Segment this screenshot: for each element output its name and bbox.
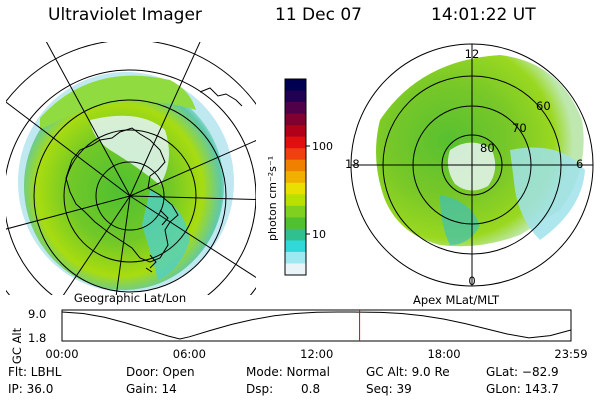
altitude-ylabel: GC Alt: [10, 327, 24, 364]
altitude-ymax: 9.0: [28, 307, 46, 321]
colorbar-band: [285, 205, 306, 218]
mlat-label-70: 70: [512, 121, 527, 135]
colorbar-band: [285, 251, 306, 264]
image-time: 14:01:22 UT: [431, 5, 536, 25]
altitude-x-tick-label: 23:59: [554, 347, 587, 361]
colorbar-band: [285, 125, 306, 138]
mlat-label-80: 80: [480, 141, 495, 155]
geo-graticule: [6, 42, 256, 295]
apex-projection-panel: 12 18 6 0 60 70 80 Apex MLat/MLT: [345, 43, 594, 307]
apex-panel-label: Apex MLat/MLT: [413, 293, 500, 307]
colorbar-band: [285, 263, 306, 276]
mlt-label-18: 18: [345, 157, 360, 171]
ip-status: IP: 36.0: [8, 382, 54, 396]
orbit-altitude-curve: [61, 311, 572, 340]
colorbar-band: [285, 136, 306, 149]
glat-status: GLat: −82.9: [486, 365, 559, 379]
colorbar-gradient: [285, 79, 306, 276]
door-status: Door: Open: [126, 365, 195, 379]
geographic-projection-panel: Geographic Lat/Lon: [6, 42, 256, 305]
altitude-x-tick-label: 00:00: [45, 347, 78, 361]
mlat-label-60: 60: [536, 99, 551, 113]
colorbar-band: [285, 90, 306, 103]
glon-status: GLon: 143.7: [486, 382, 559, 396]
image-date: 11 Dec 07: [275, 5, 362, 25]
dsp-value: 0.8: [301, 382, 321, 396]
dsp-label: Dsp:: [246, 382, 274, 396]
altitude-x-ticks: 00:00 06:00 12:00 18:00 23:59: [45, 347, 587, 361]
colorbar-band: [285, 182, 306, 195]
apex-cyan-edge: [510, 147, 585, 240]
sequence-status: Seq: 39: [366, 382, 412, 396]
altitude-timeline-plot: GC Alt 9.0 1.8 00:00 06:00 12:00 18:00 23:59: [10, 307, 588, 364]
altitude-ymin: 1.8: [28, 331, 46, 345]
filter-status: Flt: LBHL: [8, 365, 62, 379]
colorbar-band: [285, 194, 306, 207]
colorbar-band: [285, 159, 306, 172]
mlt-label-0: 0: [468, 274, 475, 288]
antarctica-coastline: [65, 127, 179, 263]
islands-outline: [145, 209, 169, 273]
colorbar-frame: [284, 78, 307, 276]
colorbar-tick-10: 10: [312, 228, 326, 241]
mlt-label-12: 12: [465, 47, 480, 61]
altitude-plot-frame: [61, 309, 572, 342]
mode-status: Mode: Normal: [246, 365, 330, 379]
colorbar-band: [285, 240, 306, 253]
colorbar-band: [285, 102, 306, 115]
geo-north-arc: [40, 75, 196, 130]
gain-status: Gain: 14: [126, 382, 177, 396]
colorbar: 100 10 photon cm⁻²s⁻¹: [266, 78, 333, 276]
colorbar-band: [285, 171, 306, 184]
colorbar-unit-label: photon cm⁻²s⁻¹: [266, 156, 279, 241]
colorbar-band: [285, 217, 306, 230]
gc-altitude-status: GC Alt: 9.0 Re: [366, 365, 450, 379]
colorbar-band: [285, 148, 306, 161]
altitude-x-tick-label: 18:00: [427, 347, 460, 361]
colorbar-ticks: [306, 145, 310, 235]
geo-panel-label: Geographic Lat/Lon: [74, 291, 186, 305]
colorbar-band: [285, 79, 306, 92]
altitude-x-tick-label: 06:00: [173, 347, 206, 361]
colorbar-band: [285, 113, 306, 126]
apex-blue-patch: [440, 195, 480, 245]
instrument-title: Ultraviolet Imager: [48, 5, 202, 25]
altitude-x-tick-label: 12:00: [300, 347, 333, 361]
apex-graticule: [350, 43, 594, 287]
mlt-label-6: 6: [576, 157, 583, 171]
colorbar-tick-100: 100: [312, 140, 333, 153]
south-america-coastline: [199, 87, 243, 107]
colorbar-band: [285, 228, 306, 241]
